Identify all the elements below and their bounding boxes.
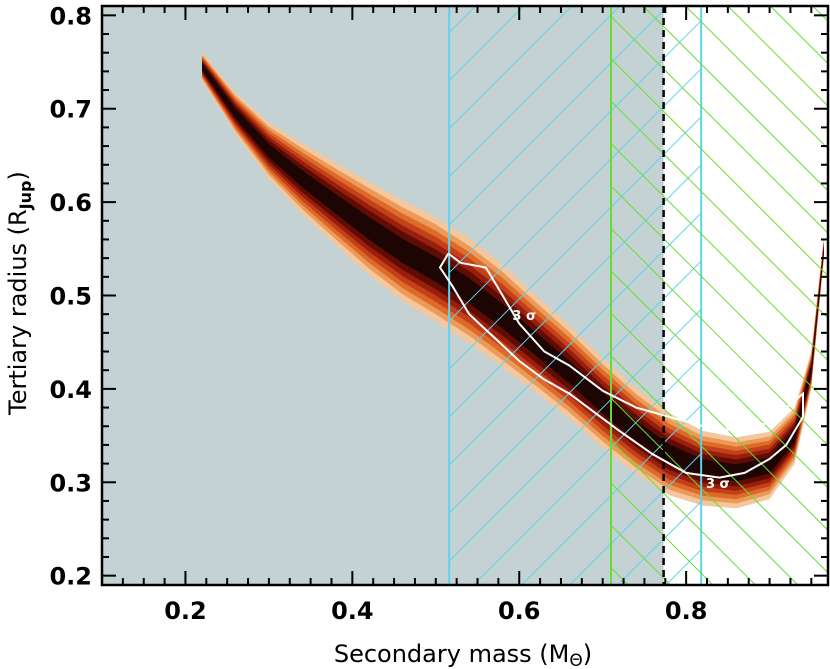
y-axis-label: Tertiary radius (RJup)	[4, 171, 35, 416]
sigma-contour-line	[438, 252, 804, 479]
green-hatch-region	[611, 6, 828, 585]
x-axis-label: Secondary mass (MΘ)	[334, 640, 592, 669]
x-tick-label: 0.2	[164, 597, 207, 625]
x-tick-label: 0.4	[331, 597, 374, 625]
x-tick-label: 0.8	[665, 597, 708, 625]
y-tick-label: 0.5	[49, 283, 92, 311]
sigma-label-2: 3 σ	[706, 477, 730, 492]
y-tick-label: 0.6	[49, 189, 92, 217]
x-tick-label: 0.6	[498, 597, 541, 625]
y-tick-label: 0.2	[49, 563, 92, 591]
y-tick-label: 0.4	[49, 376, 92, 404]
sigma-label-1: 3 σ	[512, 309, 536, 324]
y-tick-label: 0.8	[49, 2, 92, 30]
y-tick-label: 0.7	[49, 96, 92, 124]
y-tick-label: 0.3	[49, 469, 92, 497]
